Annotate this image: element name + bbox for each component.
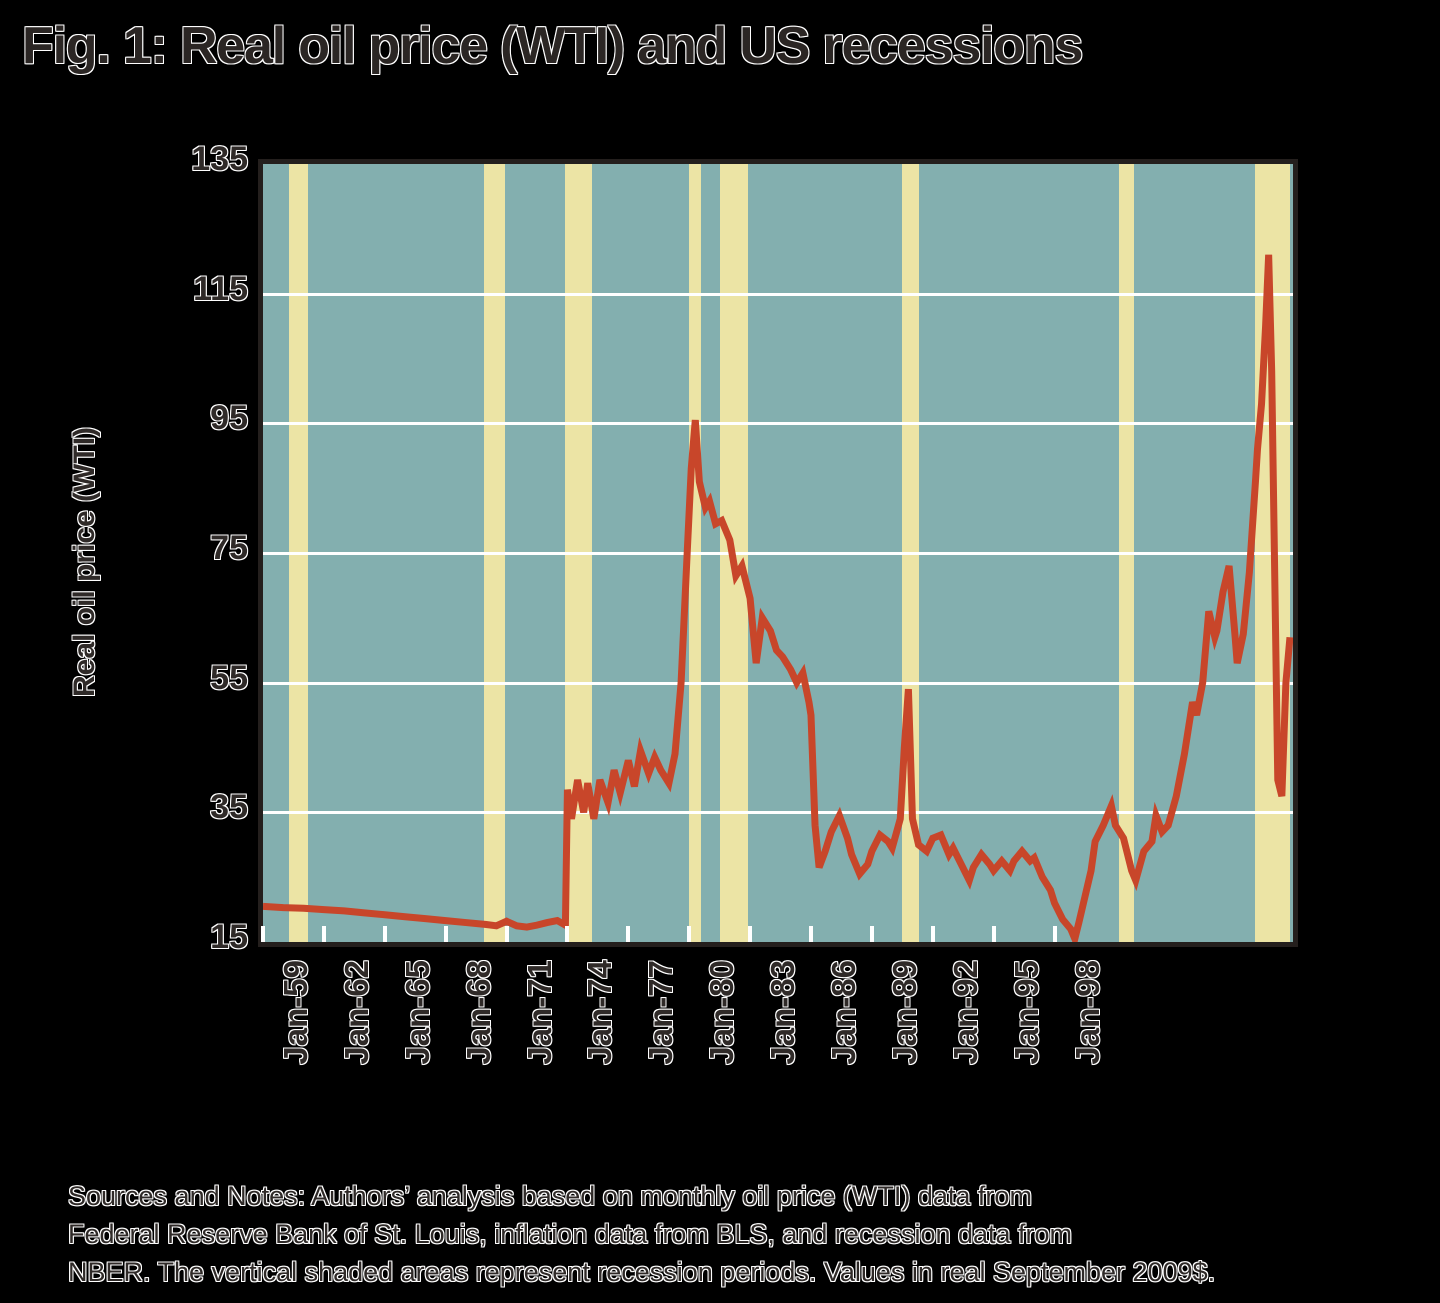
y-tick-label: 35 [210,788,248,827]
x-tick-label: Jan-59 [277,960,314,1065]
y-tick-label: 95 [210,399,248,438]
x-tick-label: Jan-65 [398,960,436,1065]
x-tick-label: Jan-62 [337,960,375,1065]
y-tick-label: 115 [193,269,248,308]
x-tick-label: Jan-68 [459,960,497,1065]
series-line [263,255,1290,939]
gridline [263,422,1293,426]
x-tick-label: Jan-83 [764,960,802,1065]
sources-and-notes: Sources and Notes: Authors’ analysis bas… [68,1177,1408,1291]
gridline [263,292,1293,296]
y-tick-label: 15 [210,918,248,956]
x-tick-label: Jan-80 [703,960,741,1065]
notes-line-1: Sources and Notes: Authors’ analysis bas… [68,1181,1032,1211]
page-title: Fig. 1: Real oil price (WTI) and US rece… [22,17,1083,75]
x-tick-label: Jan-71 [520,960,558,1065]
y-axis-title: Real oil price (WTI) [68,426,101,698]
series-layer [263,164,1293,942]
y-tick-label: 135 [191,140,248,178]
plot-frame [258,159,1298,947]
y-tick-label: 75 [210,529,248,567]
gridline [263,811,1293,815]
x-tick-label: Jan-86 [824,960,862,1065]
plot-area [263,164,1293,942]
x-tick-label: Jan-98 [1068,960,1106,1065]
notes-line-3: NBER. The vertical shaded areas represen… [68,1257,1216,1287]
x-tick-label: Jan-95 [1007,960,1045,1065]
notes-line-2: Federal Reserve Bank of St. Louis, infla… [68,1219,1073,1249]
x-tick-label: Jan-74 [581,960,619,1065]
x-tick-label: Jan-77 [642,960,680,1065]
gridline [263,681,1293,685]
x-tick-label: Jan-89 [885,960,923,1065]
x-tick-label: Jan-92 [946,960,984,1065]
gridline [263,552,1293,555]
y-axis: Real oil price (WTI) 15 35 55 75 95 115 135 [0,0,248,1303]
y-tick-label: 55 [210,658,248,697]
